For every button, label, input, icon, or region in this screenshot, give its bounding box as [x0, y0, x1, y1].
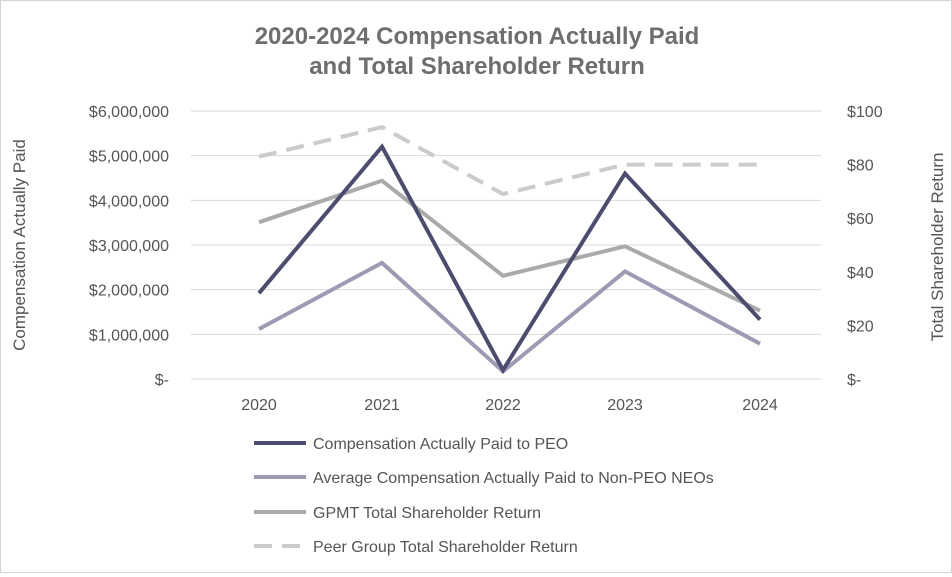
left-axis-label: Compensation Actually Paid — [10, 139, 29, 351]
series-line-1 — [259, 263, 760, 372]
left-tick-label: $4,000,000 — [89, 193, 169, 210]
legend-label: GPMT Total Shareholder Return — [313, 505, 541, 522]
right-axis-label: Total Shareholder Return — [928, 152, 947, 341]
legend-label: Compensation Actually Paid to PEO — [313, 436, 568, 453]
right-tick-label: $20 — [847, 318, 874, 335]
x-tick-label: 2021 — [364, 397, 400, 414]
right-axis-ticks: $- $20 $40 $60 $80 $100 — [847, 104, 883, 389]
chart-title-line-2: and Total Shareholder Return — [309, 53, 645, 80]
left-tick-label: $- — [155, 372, 169, 389]
x-tick-label: 2020 — [241, 397, 277, 414]
left-axis-ticks: $- $1,000,000 $2,000,000 $3,000,000 $4,000,0… — [89, 104, 169, 389]
gridlines — [191, 111, 821, 379]
left-tick-label: $1,000,000 — [89, 327, 169, 344]
left-tick-label: $6,000,000 — [89, 104, 169, 121]
right-tick-label: $80 — [847, 158, 874, 175]
right-tick-label: $- — [847, 372, 861, 389]
right-tick-label: $60 — [847, 211, 874, 228]
right-tick-label: $40 — [847, 265, 874, 282]
series-line-3 — [259, 127, 760, 194]
left-tick-label: $5,000,000 — [89, 149, 169, 166]
series-line-0 — [259, 147, 760, 370]
x-tick-label: 2023 — [607, 397, 643, 414]
legend-label: Average Compensation Actually Paid to No… — [313, 470, 714, 487]
x-tick-label: 2022 — [485, 397, 521, 414]
x-axis-ticks: 2020 2021 2022 2023 2024 — [241, 397, 778, 414]
left-tick-label: $2,000,000 — [89, 283, 169, 300]
legend-label: Peer Group Total Shareholder Return — [313, 539, 578, 556]
legend: Compensation Actually Paid to PEO Average… — [254, 436, 714, 556]
x-tick-label: 2024 — [742, 397, 778, 414]
chart-title-line-1: 2020-2024 Compensation Actually Paid — [255, 23, 700, 50]
left-tick-label: $3,000,000 — [89, 238, 169, 255]
right-tick-label: $100 — [847, 104, 883, 121]
